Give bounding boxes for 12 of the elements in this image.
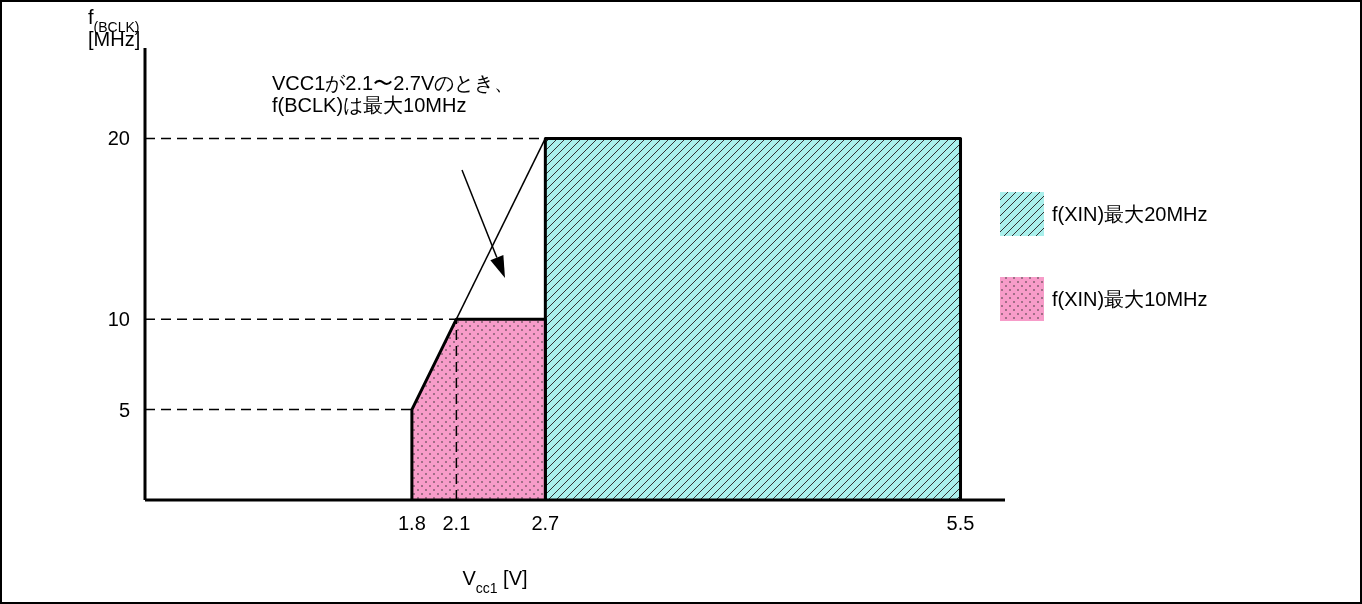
x-tick-label: 2.1 [442,512,471,534]
annotation: VCC1が2.1〜2.7Vのとき、 f(BCLK)は最大10MHz [272,72,515,116]
x-tick-label: 2.7 [531,512,560,534]
x-axis-title: V$_{cc1}$ [V] [462,567,528,596]
x-tick-label: 5.5 [946,512,975,534]
y-axis-title: f$_{(BCLK)}$ [MHz] [88,6,141,50]
legend-label: f(XIN)最大20MHz [1052,203,1208,225]
y-tick-label: 20 [107,127,130,150]
y-tick-label: 5 [118,398,130,421]
legend-label: f(XIN)最大10MHz [1052,288,1208,310]
y-tick-label: 10 [107,308,130,331]
x-tick-label: 1.8 [397,512,426,534]
